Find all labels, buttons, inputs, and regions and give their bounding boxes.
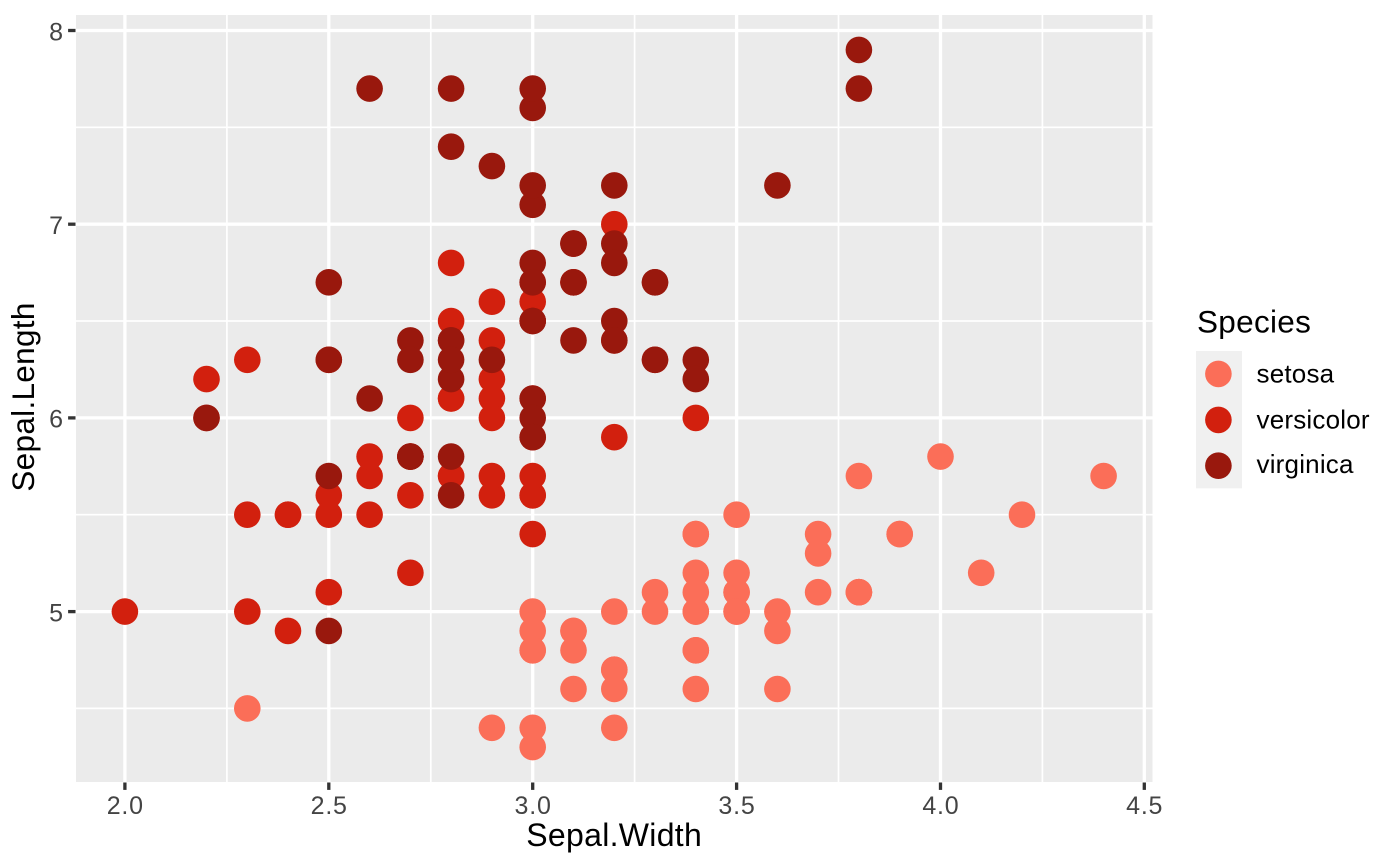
svg-text:2.0: 2.0: [107, 792, 144, 820]
svg-text:2.5: 2.5: [311, 792, 348, 820]
svg-text:Sepal.Width: Sepal.Width: [526, 817, 702, 853]
svg-text:versicolor: versicolor: [1257, 404, 1370, 434]
svg-text:Species: Species: [1197, 304, 1311, 340]
svg-text:8: 8: [49, 18, 63, 46]
svg-text:4.5: 4.5: [1126, 792, 1163, 820]
svg-text:Sepal.Length: Sepal.Length: [5, 302, 41, 491]
svg-text:5: 5: [49, 599, 63, 627]
svg-text:virginica: virginica: [1257, 449, 1355, 479]
svg-text:3.5: 3.5: [718, 792, 755, 820]
svg-text:setosa: setosa: [1257, 358, 1335, 388]
svg-text:7: 7: [49, 212, 63, 240]
svg-text:4.0: 4.0: [922, 792, 959, 820]
svg-text:6: 6: [49, 406, 63, 434]
svg-text:3.0: 3.0: [515, 792, 552, 820]
